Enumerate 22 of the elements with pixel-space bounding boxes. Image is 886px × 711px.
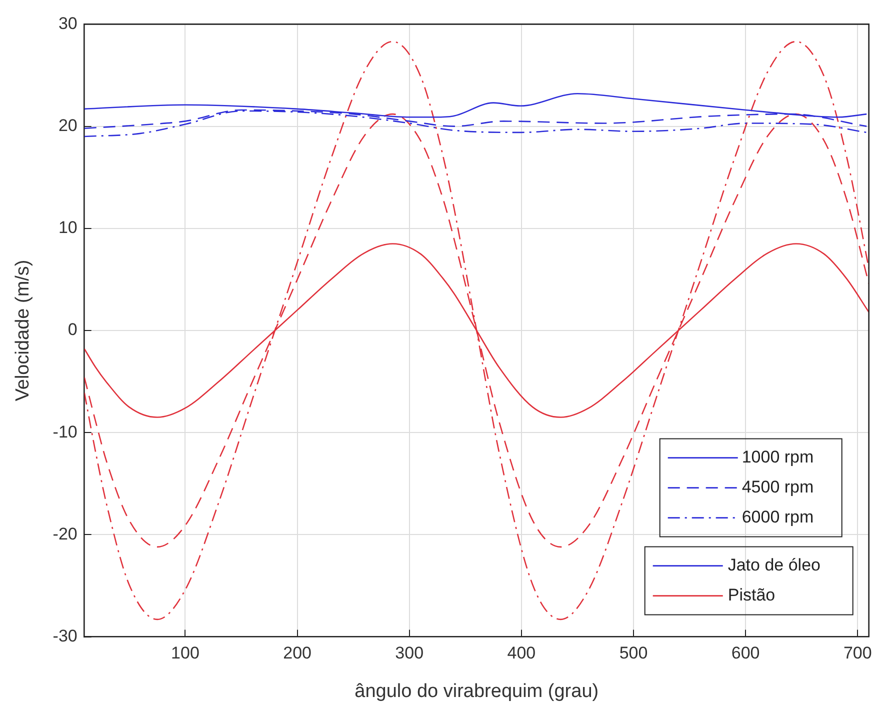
y-tick-label: 30 [58, 14, 78, 33]
x-tick-label: 600 [731, 644, 760, 663]
x-tick-label: 200 [283, 644, 312, 663]
line-series [84, 40, 869, 620]
legend-label: 6000 rpm [742, 507, 814, 526]
y-tick-label: 0 [68, 320, 78, 340]
y-tick-label: -20 [52, 524, 78, 544]
x-tick-label: 300 [395, 644, 424, 663]
x-tick-label: 500 [619, 644, 648, 663]
x-tick-label: 400 [507, 644, 536, 663]
y-tick-label: 10 [58, 218, 78, 238]
legend-label: 4500 rpm [742, 477, 814, 496]
annotation: Jato de óleo [728, 555, 820, 574]
y-tick-label: -30 [52, 626, 78, 646]
y-tick-label: -10 [52, 422, 78, 442]
y-axis-title: Velocidade (m/s) [12, 260, 34, 402]
x-tick-label: 100 [171, 644, 200, 663]
y-tick-label: 20 [58, 116, 78, 135]
legend-label: 1000 rpm [742, 447, 814, 466]
x-axis-title: ângulo do virabrequim (grau) [354, 680, 599, 702]
x-tick-label: 700 [843, 644, 872, 663]
legend-label: Pistão [728, 585, 776, 604]
